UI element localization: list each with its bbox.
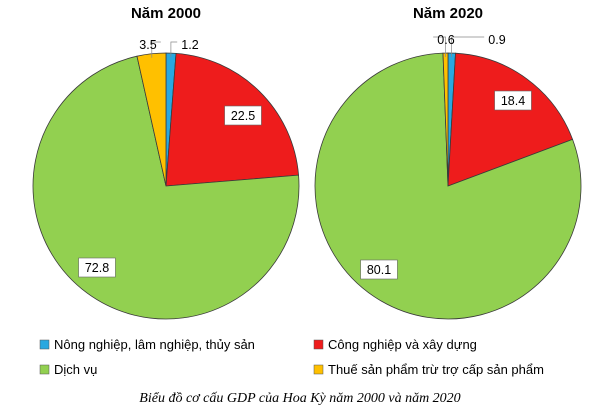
legend-label-taxes: Thuế sản phẩm trừ trợ cấp sản phẩm — [328, 362, 544, 377]
data-label-services: 72.8 — [85, 261, 109, 275]
legend-label-services: Dịch vụ — [54, 362, 97, 377]
data-label-industry: 22.5 — [231, 109, 255, 123]
data-label-box-services — [360, 259, 398, 280]
data-label-taxes: 0.6 — [437, 33, 454, 47]
leader-line-agriculture — [451, 36, 485, 58]
data-label-box-services — [78, 257, 116, 278]
chart-caption: Biểu đồ cơ cấu GDP của Hoa Kỳ năm 2000 v… — [139, 391, 460, 406]
legend-swatch-industry — [313, 339, 324, 350]
legend-swatch-taxes — [313, 364, 324, 375]
pie-title: Năm 2000 — [131, 5, 201, 22]
pie-title: Năm 2020 — [413, 5, 483, 22]
data-label-box-industry — [224, 105, 262, 126]
leader-line-taxes — [151, 41, 161, 58]
data-label-agriculture: 0.9 — [488, 33, 505, 47]
leader-line-agriculture — [170, 41, 178, 58]
leader-line-taxes — [433, 36, 446, 57]
legend-label-industry: Công nghiệp và xây dựng — [328, 337, 477, 352]
pie-slice-industry — [447, 52, 574, 187]
data-label-agriculture: 1.2 — [181, 38, 198, 52]
legend-swatch-services — [39, 364, 50, 375]
data-label-taxes: 3.5 — [139, 38, 156, 52]
pie-slice-services — [314, 52, 582, 320]
pie-chart-1: Năm 2000 1.2 22.5 72.8 3.5 — [32, 5, 300, 320]
pie-chart-2: Năm 2020 0.9 18.4 80.1 0.6 — [314, 5, 582, 320]
pie-slice-services — [32, 55, 300, 320]
data-label-services: 80.1 — [367, 263, 391, 277]
data-label-box-industry — [494, 90, 532, 111]
pie-slice-taxes — [136, 52, 167, 187]
legend-label-agriculture: Nông nghiệp, lâm nghiệp, thủy sản — [54, 337, 255, 352]
data-label-industry: 18.4 — [501, 94, 525, 108]
legend: Nông nghiệp, lâm nghiệp, thủy sản Công n… — [39, 337, 544, 377]
legend-swatch-agriculture — [39, 339, 50, 350]
